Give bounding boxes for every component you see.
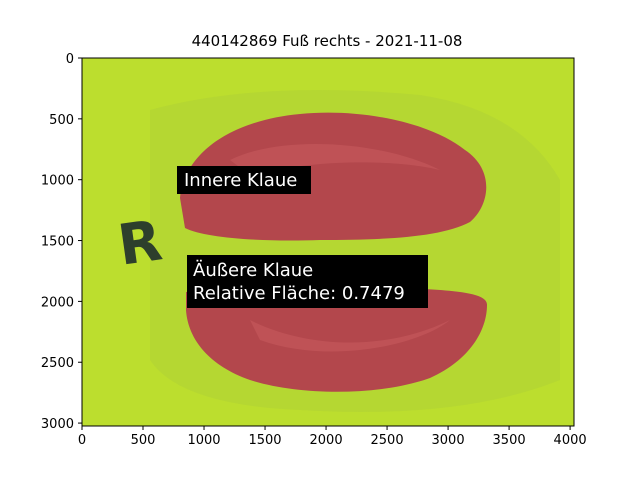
outer-claw-annotation: Äußere Klaue Relative Fläche: 0.7479 bbox=[187, 255, 428, 308]
y-tick-label: 2000 bbox=[41, 295, 74, 310]
outer-claw-relative-area: Relative Fläche: 0.7479 bbox=[193, 283, 405, 304]
y-axis: 0 500 1000 1500 2000 2500 3000 bbox=[41, 52, 82, 432]
photo: R bbox=[82, 58, 574, 426]
x-tick-label: 500 bbox=[131, 433, 156, 448]
outer-claw-label: Äußere Klaue bbox=[193, 260, 313, 281]
inner-claw-label-box bbox=[177, 166, 311, 194]
y-tick-label: 1500 bbox=[41, 235, 74, 250]
x-tick-label: 1000 bbox=[187, 433, 220, 448]
inner-claw-annotation: Innere Klaue bbox=[177, 166, 311, 194]
y-tick-label: 500 bbox=[49, 113, 74, 128]
axes-frame bbox=[81, 57, 575, 427]
x-tick-label: 2500 bbox=[371, 433, 404, 448]
x-axis: 0 500 1000 1500 2000 2500 3000 3500 4000 bbox=[78, 426, 587, 448]
x-tick-label: 4000 bbox=[554, 433, 587, 448]
x-tick-label: 1500 bbox=[248, 433, 281, 448]
y-tick-label: 1000 bbox=[41, 174, 74, 189]
outer-claw-label-box bbox=[187, 255, 428, 308]
y-tick-label: 2500 bbox=[41, 356, 74, 371]
x-tick-label: 3500 bbox=[493, 433, 526, 448]
marker-letter-r: R bbox=[114, 208, 166, 278]
x-tick-label: 0 bbox=[78, 433, 86, 448]
y-tick-label: 0 bbox=[66, 52, 74, 67]
outer-claw-region bbox=[186, 286, 488, 392]
y-tick-label: 3000 bbox=[41, 417, 74, 432]
inner-claw-label: Innere Klaue bbox=[184, 170, 297, 191]
x-tick-label: 3000 bbox=[432, 433, 465, 448]
x-tick-label: 2000 bbox=[310, 433, 343, 448]
inner-claw-region bbox=[180, 112, 487, 241]
outer-claw-texture bbox=[250, 320, 450, 352]
plot-title: 440142869 Fuß rechts - 2021-11-08 bbox=[191, 32, 463, 50]
